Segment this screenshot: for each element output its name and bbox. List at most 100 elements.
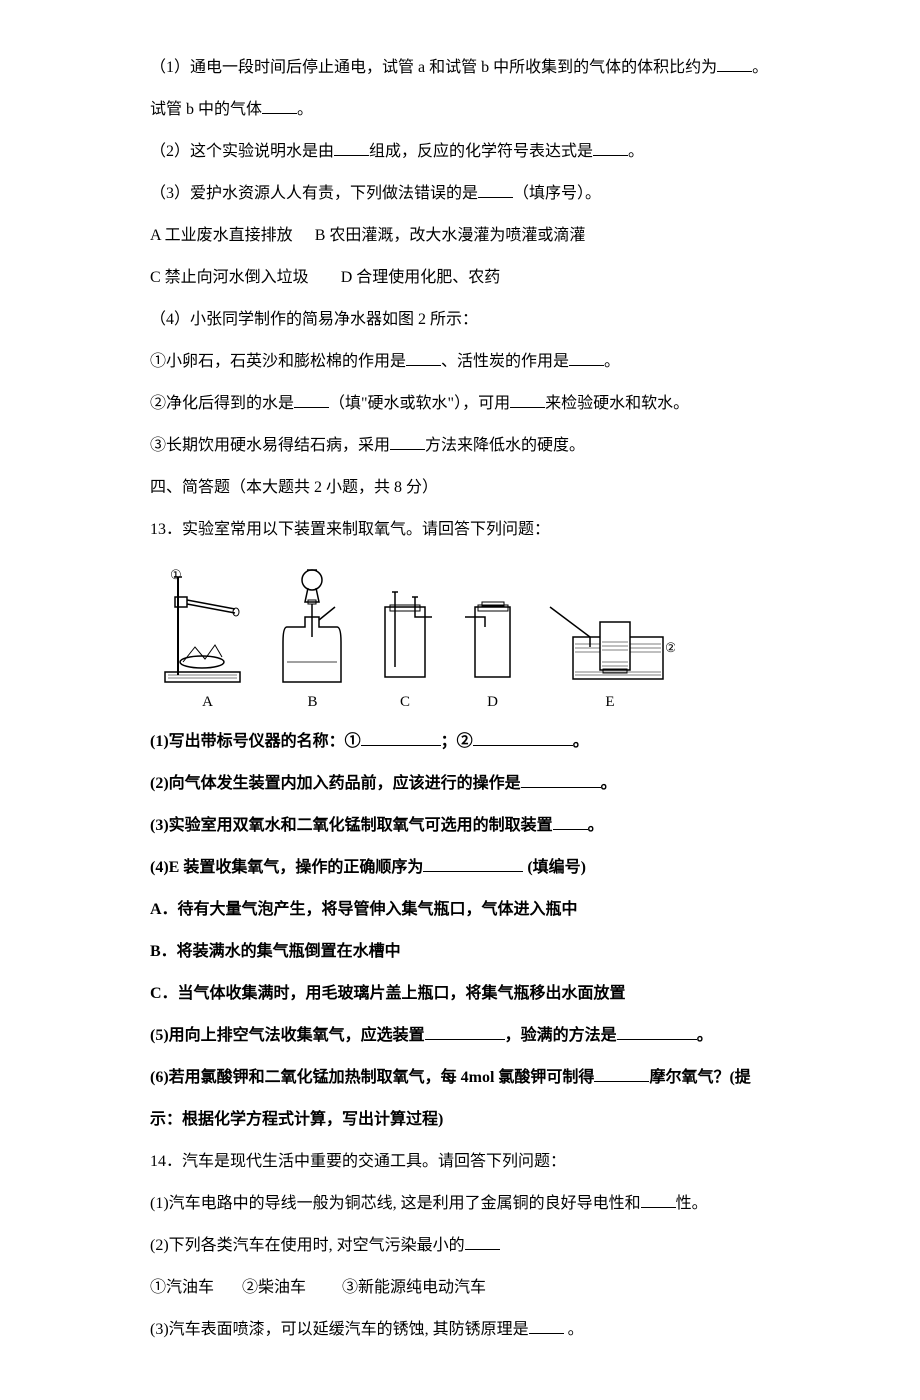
paragraph-1: （1）通电一段时间后停止通电，试管 a 和试管 b 中所收集到的气体的体积比约为… bbox=[150, 48, 790, 88]
text: 组成，反应的化学符号表达式是 bbox=[369, 143, 593, 160]
q13-sub1: (1)写出带标号仪器的名称：① ；② 。 bbox=[150, 722, 790, 762]
blank bbox=[425, 1020, 505, 1039]
apparatus-figure: ① A bbox=[150, 562, 790, 714]
options-cd: C 禁止向河水倒入垃圾 D 合理使用化肥、农药 bbox=[150, 258, 790, 298]
text: 。 bbox=[604, 353, 620, 370]
text: (6)若用氯酸钾和二氧化锰加热制取氧气，每 4mol 氯酸钾可制得 bbox=[150, 1069, 594, 1086]
option-d: D 合理使用化肥、农药 bbox=[341, 269, 501, 286]
blank bbox=[717, 53, 752, 72]
text: 四、简答题（本大题共 2 小题，共 8 分） bbox=[150, 479, 438, 496]
q13-sub4: (4)E 装置收集氧气，操作的正确顺序为 (填编号) bbox=[150, 848, 790, 888]
text: (1)写出带标号仪器的名称：① bbox=[150, 733, 361, 750]
text: ③长期饮用硬水易得结石病，采用 bbox=[150, 437, 390, 454]
apparatus-e-icon: ② bbox=[545, 592, 675, 687]
paragraph-4: （3）爱护水资源人人有责，下列做法错误的是 （填序号）。 bbox=[150, 174, 790, 214]
text: （2）这个实验说明水是由 bbox=[150, 143, 334, 160]
paragraph-10: ③长期饮用硬水易得结石病，采用 方法来降低水的硬度。 bbox=[150, 426, 790, 466]
text: （1）通电一段时间后停止通电，试管 a 和试管 b 中所收集到的气体的体积比约为 bbox=[150, 59, 717, 76]
blank bbox=[478, 179, 513, 198]
text: 来检验硬水和软水。 bbox=[545, 395, 689, 412]
blank bbox=[510, 389, 545, 408]
text: （3）爱护水资源人人有责，下列做法错误的是 bbox=[150, 185, 478, 202]
blank bbox=[334, 137, 369, 156]
blank bbox=[617, 1020, 697, 1039]
section-4-header: 四、简答题（本大题共 2 小题，共 8 分） bbox=[150, 468, 790, 508]
paragraph-2: 试管 b 中的气体。 bbox=[150, 90, 790, 130]
q13-opt-c: C．当气体收集满时，用毛玻璃片盖上瓶口，将集气瓶移出水面放置 bbox=[150, 974, 790, 1014]
text: (5)用向上排空气法收集氧气，应选装置 bbox=[150, 1027, 425, 1044]
apparatus-a-icon: ① bbox=[160, 567, 255, 687]
blank bbox=[406, 347, 441, 366]
blank bbox=[262, 95, 297, 114]
blank bbox=[423, 852, 523, 871]
q13-opt-a: A．待有大量气泡产生，将导管伸入集气瓶口，气体进入瓶中 bbox=[150, 890, 790, 930]
text: (3)汽车表面喷漆，可以延缓汽车的锈蚀, 其防锈原理是 bbox=[150, 1321, 529, 1338]
label-b: B bbox=[307, 691, 317, 714]
text: （填序号）。 bbox=[513, 185, 601, 202]
text: (2)下列各类汽车在使用时, 对空气污染最小的 bbox=[150, 1237, 465, 1254]
text: 示：根据化学方程式计算，写出计算过程) bbox=[150, 1111, 443, 1128]
blank bbox=[294, 389, 329, 408]
text: 性。 bbox=[676, 1195, 708, 1212]
options-ab: A 工业废水直接排放 B 农田灌溉，改大水漫灌为喷灌或滴灌 bbox=[150, 216, 790, 256]
text: （填"硬水或软水"），可用 bbox=[329, 395, 510, 412]
q14-sub3: (3)汽车表面喷漆，可以延缓汽车的锈蚀, 其防锈原理是 。 bbox=[150, 1310, 790, 1350]
blank bbox=[521, 768, 601, 787]
blank bbox=[465, 1230, 500, 1249]
question-14: 14．汽车是现代生活中重要的交通工具。请回答下列问题： bbox=[150, 1142, 790, 1182]
text: 。 bbox=[297, 101, 313, 118]
text: 。 bbox=[573, 733, 589, 750]
blank bbox=[593, 137, 628, 156]
text: B．将装满水的集气瓶倒置在水槽中 bbox=[150, 943, 401, 960]
option-a: A 工业废水直接排放 bbox=[150, 216, 293, 256]
q13-sub2: (2)向气体发生装置内加入药品前，应该进行的操作是 。 bbox=[150, 764, 790, 804]
q13-sub6-a: (6)若用氯酸钾和二氧化锰加热制取氧气，每 4mol 氯酸钾可制得 摩尔氧气？(提 bbox=[150, 1058, 790, 1098]
text: ；② bbox=[441, 733, 473, 750]
apparatus-a: ① A bbox=[160, 567, 255, 714]
circled-one: ① bbox=[170, 567, 182, 582]
opt-3: ③新能源纯电动汽车 bbox=[342, 1279, 486, 1296]
text: 、活性炭的作用是 bbox=[441, 353, 569, 370]
apparatus-b-icon bbox=[275, 562, 350, 687]
text: 13．实验室常用以下装置来制取氧气。请回答下列问题： bbox=[150, 521, 550, 538]
text: 。 bbox=[564, 1321, 584, 1338]
q13-sub6-b: 示：根据化学方程式计算，写出计算过程) bbox=[150, 1100, 790, 1140]
blank bbox=[361, 726, 441, 745]
paragraph-3: （2）这个实验说明水是由组成，反应的化学符号表达式是。 bbox=[150, 132, 790, 172]
text: 。 bbox=[601, 775, 617, 792]
text: (4)E 装置收集氧气，操作的正确顺序为 bbox=[150, 859, 423, 876]
q13-opt-b: B．将装满水的集气瓶倒置在水槽中 bbox=[150, 932, 790, 972]
text: 。 bbox=[697, 1027, 713, 1044]
apparatus-c-icon bbox=[370, 587, 440, 687]
text: (2)向气体发生装置内加入药品前，应该进行的操作是 bbox=[150, 775, 521, 792]
label-c: C bbox=[400, 691, 410, 714]
label-a: A bbox=[202, 691, 213, 714]
q14-sub2: (2)下列各类汽车在使用时, 对空气污染最小的 bbox=[150, 1226, 790, 1266]
blank bbox=[594, 1062, 649, 1081]
text: ②净化后得到的水是 bbox=[150, 395, 294, 412]
label-d: D bbox=[487, 691, 498, 714]
label-e: E bbox=[605, 691, 614, 714]
blank bbox=[473, 726, 573, 745]
apparatus-b: B bbox=[275, 562, 350, 714]
text: 。 bbox=[588, 817, 604, 834]
blank bbox=[529, 1314, 564, 1333]
question-13: 13．实验室常用以下装置来制取氧气。请回答下列问题： bbox=[150, 510, 790, 550]
option-c: C 禁止向河水倒入垃圾 bbox=[150, 258, 309, 298]
text: 方法来降低水的硬度。 bbox=[425, 437, 585, 454]
text: A．待有大量气泡产生，将导管伸入集气瓶口，气体进入瓶中 bbox=[150, 901, 578, 918]
text: ①小卵石，石英沙和膨松棉的作用是 bbox=[150, 353, 406, 370]
text: 摩尔氧气？(提 bbox=[649, 1069, 750, 1086]
apparatus-d-icon bbox=[460, 587, 525, 687]
option-b: B 农田灌溉，改大水漫灌为喷灌或滴灌 bbox=[315, 227, 586, 244]
paragraph-8: ①小卵石，石英沙和膨松棉的作用是 、活性炭的作用是 。 bbox=[150, 342, 790, 382]
circled-two: ② bbox=[665, 640, 675, 655]
text: ，验满的方法是 bbox=[505, 1027, 617, 1044]
text: （4）小张同学制作的简易净水器如图 2 所示： bbox=[150, 311, 478, 328]
text: (填编号) bbox=[527, 859, 586, 876]
paragraph-7: （4）小张同学制作的简易净水器如图 2 所示： bbox=[150, 300, 790, 340]
apparatus-c: C bbox=[370, 587, 440, 714]
blank bbox=[569, 347, 604, 366]
q13-sub5: (5)用向上排空气法收集氧气，应选装置 ，验满的方法是 。 bbox=[150, 1016, 790, 1056]
apparatus-d: D bbox=[460, 587, 525, 714]
